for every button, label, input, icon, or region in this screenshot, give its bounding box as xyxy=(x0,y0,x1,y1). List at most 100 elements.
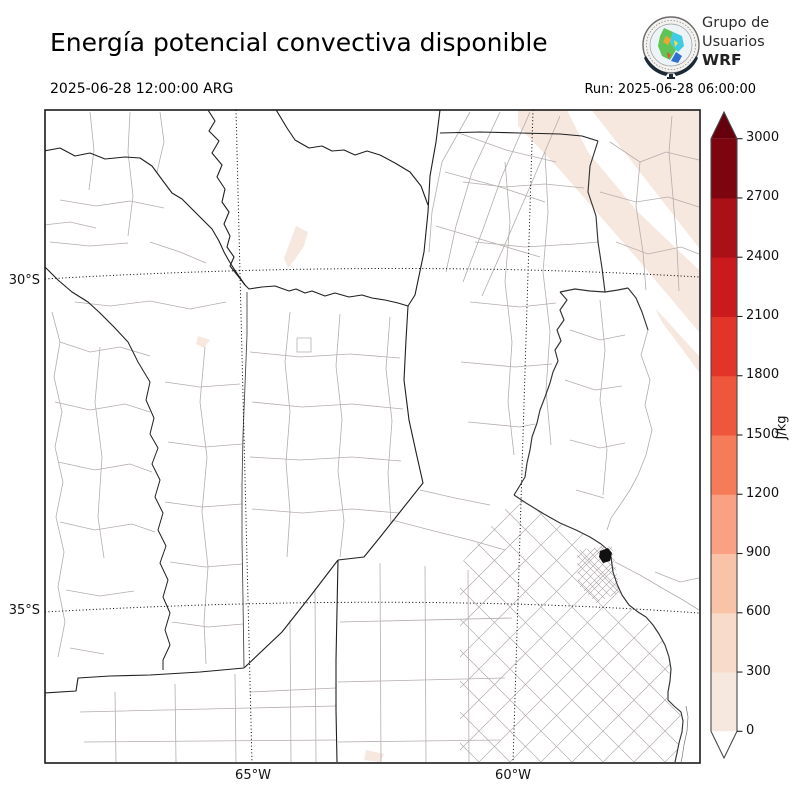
colorbar-under-arrow xyxy=(711,731,737,758)
lattice-line xyxy=(0,110,41,763)
lattice-line xyxy=(0,110,161,763)
lattice-line xyxy=(577,546,620,603)
lattice-line xyxy=(0,110,418,763)
lattice-line xyxy=(0,110,265,763)
lattice-line xyxy=(0,110,537,763)
globe-weather-seal-icon xyxy=(642,16,700,79)
lattice-line xyxy=(0,110,417,763)
gridline-60w xyxy=(512,110,534,763)
lattice-line xyxy=(577,546,610,603)
lattice-line xyxy=(477,497,682,762)
lattice-line xyxy=(0,110,361,763)
lattice-line xyxy=(577,546,620,603)
lattice-line xyxy=(0,110,418,763)
lattice-line xyxy=(577,546,620,603)
lattice-line xyxy=(0,110,177,763)
lattice-line xyxy=(460,497,512,762)
lattice-line xyxy=(0,110,553,763)
lattice-line xyxy=(0,110,457,763)
lattice-line xyxy=(0,110,201,763)
lattice-line xyxy=(0,110,73,763)
lattice-line xyxy=(788,110,800,763)
lattice-line xyxy=(577,546,618,603)
lattice-line xyxy=(0,110,81,763)
lattice-line xyxy=(0,110,129,763)
lattice-line xyxy=(460,497,682,762)
lattice-line xyxy=(0,110,497,763)
lattice-line xyxy=(577,546,620,603)
lattice-line xyxy=(460,497,574,762)
lattice-line xyxy=(0,110,241,763)
lattice-line xyxy=(0,110,521,763)
lattice-line xyxy=(577,546,594,603)
lattice-line xyxy=(0,110,15,763)
lattice-line xyxy=(577,546,620,603)
lattice-line xyxy=(0,110,481,763)
lattice-line xyxy=(0,110,170,763)
colorbar-tick-label: 0 xyxy=(746,722,755,738)
lattice-line xyxy=(0,110,377,763)
lattice-line xyxy=(0,110,545,763)
logo-line-1: Grupo de xyxy=(702,15,770,31)
lattice-line xyxy=(0,110,289,763)
lattice-line xyxy=(577,546,620,603)
lattice-line xyxy=(0,110,217,763)
colorbar-segment xyxy=(711,672,737,732)
lattice-line xyxy=(577,546,620,603)
lattice-line xyxy=(0,110,33,763)
lattice-line xyxy=(460,497,682,762)
colorbar-segment xyxy=(711,435,737,495)
lattice-line xyxy=(460,497,667,762)
lattice-line xyxy=(0,110,108,763)
lattice-line xyxy=(0,110,249,763)
lattice-line xyxy=(577,546,620,603)
colorbar-segment xyxy=(711,257,737,317)
lattice-line xyxy=(0,110,425,763)
lattice-line xyxy=(0,110,337,763)
lattice-line xyxy=(0,110,15,763)
lattice-line xyxy=(460,497,481,762)
lattice-line xyxy=(0,110,473,763)
colorbar-segment xyxy=(711,138,737,199)
lattice-line xyxy=(0,110,201,763)
lattice-line xyxy=(0,110,97,763)
lattice-line xyxy=(0,110,441,763)
lattice-line xyxy=(0,110,273,763)
lattice-line xyxy=(460,497,682,762)
lattice-line xyxy=(0,110,161,763)
lattice-line xyxy=(0,110,329,763)
lattice-line xyxy=(0,110,569,763)
lattice-line xyxy=(460,497,682,762)
lattice-line xyxy=(0,110,46,763)
lattice-line xyxy=(577,546,620,603)
province-boundaries xyxy=(45,110,599,763)
lattice-line xyxy=(577,546,620,603)
lattice-line xyxy=(0,110,313,763)
lattice-line xyxy=(0,110,369,763)
lattice-line xyxy=(0,110,65,763)
graticule xyxy=(45,110,700,763)
lattice-line xyxy=(796,110,800,763)
lattice-line xyxy=(0,110,201,763)
lattice-line xyxy=(0,110,177,763)
lattice-line xyxy=(0,110,449,763)
lattice-line xyxy=(460,497,605,762)
lattice-line xyxy=(0,110,217,763)
lattice-line xyxy=(0,110,57,763)
lattice-line xyxy=(0,110,73,763)
lattice-line xyxy=(0,110,97,763)
lattice-line xyxy=(460,497,481,762)
lattice-line xyxy=(0,110,232,763)
lon-tick-label: 60°W xyxy=(495,768,531,783)
lattice-line xyxy=(0,110,433,763)
colorbar-tick-label: 900 xyxy=(746,545,771,561)
colorbar-tick-label: 600 xyxy=(746,604,771,620)
lattice-line xyxy=(577,546,620,603)
lattice-line xyxy=(0,110,481,763)
lattice-line xyxy=(0,110,105,763)
lattice-line xyxy=(0,110,41,763)
lattice-line xyxy=(0,110,337,763)
lattice-line xyxy=(577,546,620,603)
lattice-line xyxy=(788,110,800,763)
lattice-line xyxy=(539,497,682,762)
